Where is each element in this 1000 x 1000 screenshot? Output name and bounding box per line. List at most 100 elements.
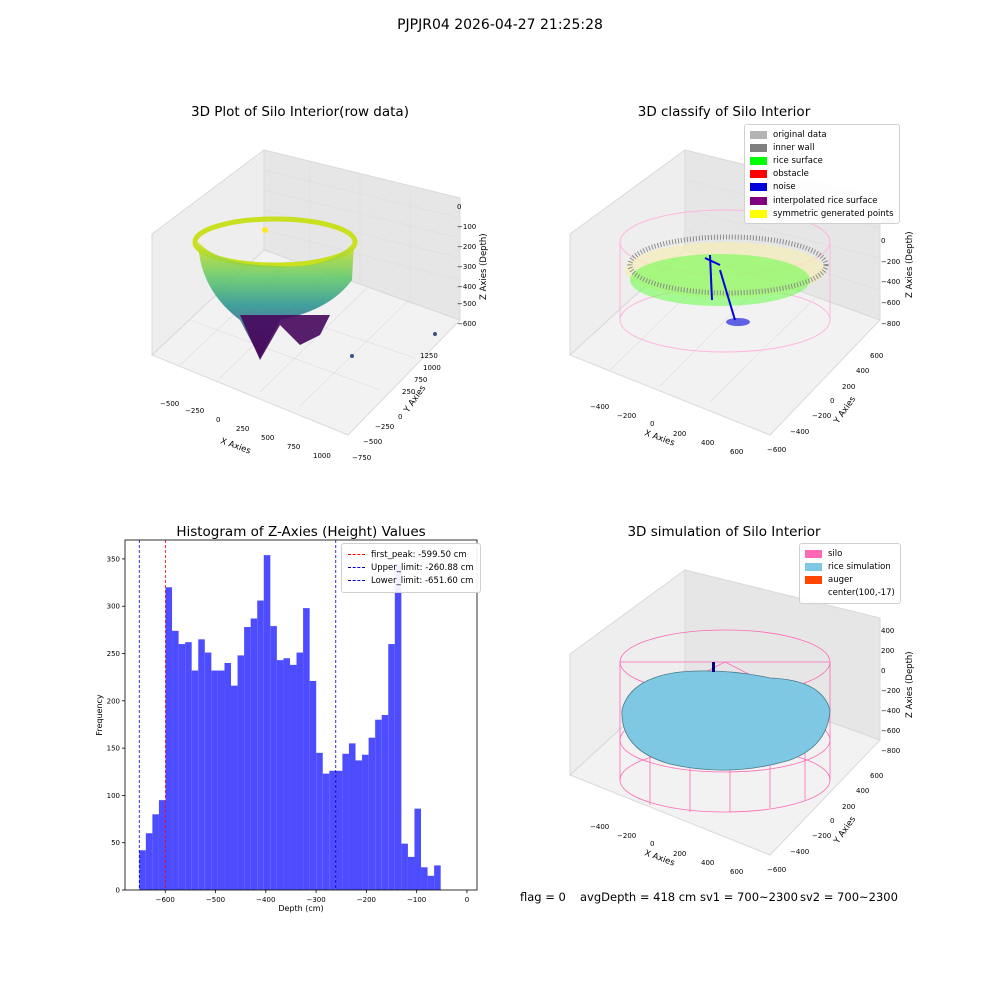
histogram-bar [257, 600, 264, 890]
histogram-ytick-label: 250 [107, 650, 120, 658]
bottom-points [240, 315, 330, 360]
histogram-bar [427, 875, 435, 890]
sim-ytick: 0 [830, 817, 834, 825]
histogram-bar [204, 652, 212, 890]
histogram-ytick-label: 150 [107, 745, 120, 753]
histogram-bar [355, 760, 363, 890]
classify-plot-title: 3D classify of Silo Interior [637, 104, 811, 120]
raw-ztick: −200 [457, 243, 476, 251]
raw-xtick: 750 [287, 443, 300, 451]
legend-entry: first_peak: -599.50 cm [348, 548, 474, 561]
legend-swatch [805, 562, 822, 571]
histogram-ytick-label: 50 [111, 839, 120, 847]
raw-grid [179, 161, 461, 407]
histogram-bar [316, 752, 323, 890]
legend-swatch [750, 209, 767, 218]
sim-ztick: 200 [881, 647, 894, 655]
raw-ztick: −400 [457, 283, 476, 291]
sim-ztick: 400 [881, 627, 894, 635]
histogram-bar [263, 555, 271, 890]
histogram-bar [407, 856, 415, 890]
histogram-ytick-label: 100 [107, 792, 120, 800]
classify-ztick: −200 [881, 258, 900, 266]
histogram-chart: −600 −500 −400 −300 −200 −100 0 0 50 100 150 200 25… [95, 539, 478, 913]
classify-zlabel: Z Axies (Depth) [905, 231, 915, 298]
sim-ztick: −400 [881, 707, 900, 715]
rice-simulation-surface [621, 670, 831, 771]
legend-entry: Lower_limit: -651.60 cm [348, 574, 474, 587]
raw-xtick: 250 [236, 425, 249, 433]
raw-ztick: −500 [457, 300, 476, 308]
raw-ytick: −500 [363, 438, 382, 446]
sim-ytick: −600 [767, 866, 786, 874]
classify-xtick: 0 [650, 420, 654, 428]
raw-zlabel: Z Axies (Depth) [479, 233, 489, 300]
histogram-xtick-label: −300 [306, 896, 325, 904]
sim-xtick: 0 [650, 840, 654, 848]
histogram-xtick-label: −500 [206, 896, 225, 904]
histogram-bar [401, 843, 408, 890]
legend-line [348, 580, 365, 582]
sim-xtick: −200 [617, 832, 636, 840]
outlier-point [433, 332, 437, 336]
raw-ytick: 250 [402, 388, 415, 396]
sim-ytick: 200 [842, 803, 855, 811]
status-flag: flag = 0 [520, 890, 566, 904]
histogram-ytick-label: 0 [116, 887, 120, 895]
histogram-xtick-label: −200 [357, 896, 376, 904]
sim-ztick: −800 [881, 747, 900, 755]
legend-swatch [750, 130, 767, 139]
legend-entry: Upper_limit: -260.88 cm [348, 561, 474, 574]
classify-ztick: −800 [881, 320, 900, 328]
raw-xtick: −500 [160, 400, 179, 408]
histogram-bar [296, 652, 304, 890]
sim-ytick: 400 [856, 787, 869, 795]
raw-xtick: 500 [261, 434, 274, 442]
simulation-3d-plot: −400 −200 0 200 400 600 X Axies −600 −40… [569, 569, 915, 876]
legend-swatch [805, 549, 822, 558]
histogram-bar [145, 833, 153, 890]
histogram-bar [217, 670, 225, 890]
legend-entry: center(100,-17) [805, 587, 895, 600]
legend-line [348, 554, 365, 556]
histogram-xtick-label: −600 [156, 896, 175, 904]
classify-xtick: −200 [617, 412, 636, 420]
classify-ytick: 400 [856, 367, 869, 375]
histogram-xtick-label: −400 [256, 896, 275, 904]
sim-ztick: 0 [881, 667, 885, 675]
raw-ztick: 0 [457, 203, 461, 211]
classify-xtick: 400 [701, 439, 714, 447]
inner-wall-points [627, 234, 829, 296]
raw-plot-title: 3D Plot of Silo Interior(row data) [191, 104, 409, 120]
legend-swatch [805, 575, 822, 584]
sim-ytick: 600 [870, 772, 883, 780]
auger-marker [712, 662, 715, 672]
sim-ytick: −400 [790, 848, 809, 856]
histogram-xlabel: Depth (cm) [278, 904, 323, 913]
histogram-bar [342, 753, 349, 890]
wall-points [198, 242, 354, 358]
classify-xlabel: X Axies [643, 428, 676, 448]
classify-xtick: −400 [590, 403, 609, 411]
histogram-bar [322, 773, 330, 890]
histogram-bar [250, 618, 258, 890]
raw-ztick: −100 [457, 223, 476, 231]
histogram-bar [244, 627, 251, 890]
histogram-frame [124, 539, 478, 891]
histogram-bar [375, 719, 382, 890]
legend-entry: obstacle [750, 168, 894, 181]
top-point [262, 227, 268, 233]
histogram-xtick-label: 0 [465, 896, 469, 904]
legend-entry: interpolated rice surface [750, 194, 894, 207]
classify-ztick: 0 [881, 237, 885, 245]
histogram-bar [303, 608, 310, 890]
outlier-point [350, 354, 354, 358]
classify-legend: original data inner wall rice surface ob… [744, 124, 900, 225]
classify-ytick: 200 [842, 383, 855, 391]
raw-ytick: −250 [375, 423, 394, 431]
legend-swatch [750, 143, 767, 152]
histogram-bar [335, 770, 343, 890]
sim-zlabel: Z Axies (Depth) [905, 651, 915, 718]
raw-ytick: 0 [398, 413, 402, 421]
legend-entry: symmetric generated points [750, 207, 894, 220]
